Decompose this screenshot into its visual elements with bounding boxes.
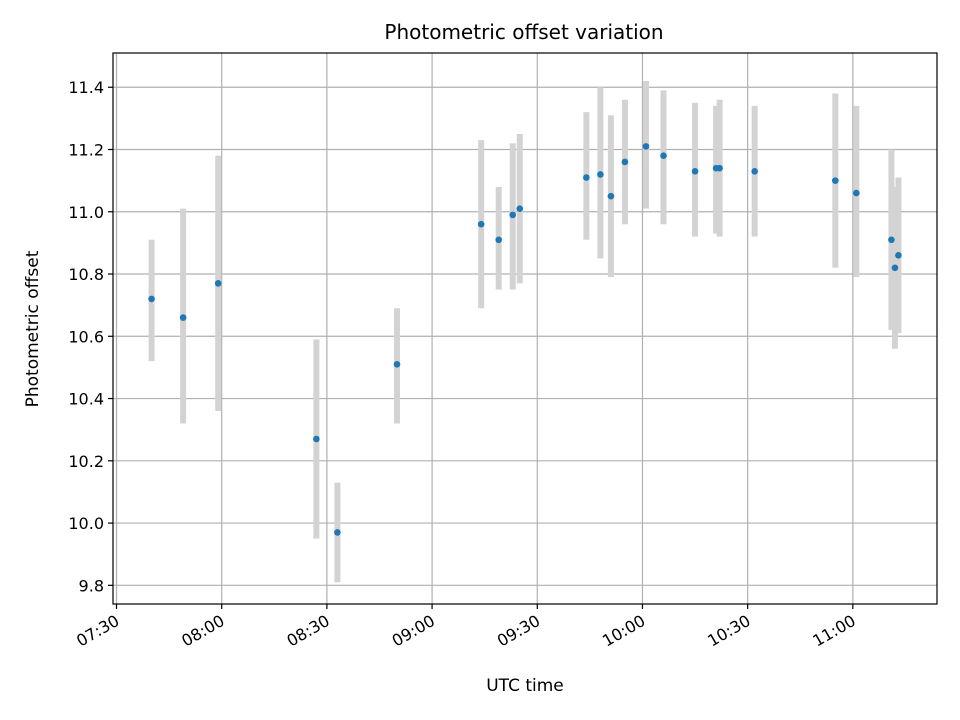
data-point: [179, 314, 187, 321]
data-point: [691, 167, 699, 175]
data-point: [888, 236, 895, 244]
data-point: [509, 211, 517, 219]
grid: [113, 53, 937, 604]
y-tick-label: 11.2: [68, 141, 104, 160]
data-point: [393, 360, 401, 368]
data-point: [148, 295, 155, 303]
y-tick-label: 10.2: [68, 452, 104, 471]
data-point: [642, 143, 650, 150]
y-tick-label: 9.8: [79, 576, 104, 595]
data-point: [660, 152, 667, 160]
data-point: [597, 171, 604, 178]
data-point: [477, 220, 485, 228]
data-point: [313, 435, 320, 443]
y-tick-label: 10.8: [68, 265, 104, 284]
data-point: [516, 205, 524, 212]
data-point: [832, 177, 839, 184]
data-point: [621, 158, 629, 166]
data-point: [607, 192, 615, 200]
x-axis-label: UTC time: [486, 676, 564, 696]
data-point: [716, 164, 723, 172]
y-tick-label: 10.0: [68, 514, 104, 533]
y-tick-label: 10.6: [68, 327, 104, 346]
data-point: [895, 252, 902, 259]
data-point: [751, 167, 758, 175]
data-point: [853, 189, 860, 197]
y-tick-label: 11.4: [68, 78, 104, 97]
data-point: [583, 174, 590, 181]
plot-frame: [112, 52, 938, 605]
y-axis-label: Photometric offset: [23, 250, 43, 407]
data-point: [891, 264, 899, 272]
chart-title: Photometric offset variation: [384, 20, 663, 44]
data-point: [334, 529, 341, 536]
y-tick-label: 11.0: [68, 203, 104, 222]
data-point: [495, 236, 503, 244]
y-tick-label: 10.4: [68, 390, 104, 409]
data-points: [148, 143, 902, 536]
data-point: [214, 280, 222, 287]
